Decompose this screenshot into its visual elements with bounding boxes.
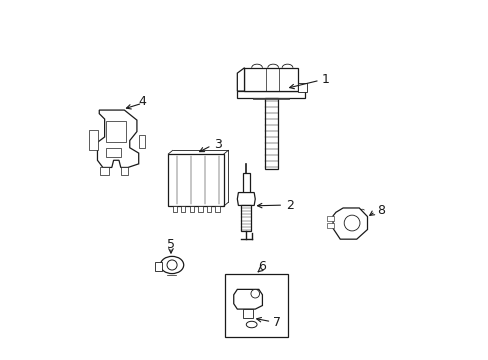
Polygon shape xyxy=(332,208,367,239)
Circle shape xyxy=(250,289,259,298)
Bar xyxy=(264,98,278,169)
Bar xyxy=(189,206,194,212)
Text: 5: 5 xyxy=(166,238,175,251)
Bar xyxy=(198,206,202,212)
Text: 2: 2 xyxy=(285,199,293,212)
Polygon shape xyxy=(237,193,255,206)
Polygon shape xyxy=(237,68,244,91)
Bar xyxy=(224,274,287,337)
Bar xyxy=(241,206,251,231)
Bar xyxy=(139,135,145,148)
Bar xyxy=(89,130,98,149)
Bar xyxy=(242,173,249,193)
Ellipse shape xyxy=(160,256,183,274)
Polygon shape xyxy=(121,167,128,175)
Bar xyxy=(298,83,306,92)
Bar xyxy=(100,167,109,175)
Bar xyxy=(215,206,219,212)
Bar xyxy=(168,154,224,206)
Bar xyxy=(237,91,305,98)
Text: 1: 1 xyxy=(321,73,329,86)
Polygon shape xyxy=(97,110,139,167)
Bar xyxy=(242,309,253,318)
Text: 4: 4 xyxy=(138,95,146,108)
Text: 8: 8 xyxy=(376,204,385,217)
Text: 6: 6 xyxy=(258,260,266,273)
Bar xyxy=(106,121,126,142)
Bar xyxy=(106,148,121,157)
Text: 7: 7 xyxy=(273,316,281,329)
Polygon shape xyxy=(233,289,262,309)
Bar xyxy=(326,216,333,221)
Bar xyxy=(206,206,211,212)
Bar xyxy=(181,206,185,212)
Text: 3: 3 xyxy=(214,138,222,150)
Bar xyxy=(326,224,333,228)
Ellipse shape xyxy=(246,321,257,328)
Polygon shape xyxy=(155,262,162,271)
Bar xyxy=(244,68,298,91)
Circle shape xyxy=(167,260,177,270)
Bar xyxy=(253,98,289,99)
Bar xyxy=(172,206,177,212)
Circle shape xyxy=(344,215,359,231)
